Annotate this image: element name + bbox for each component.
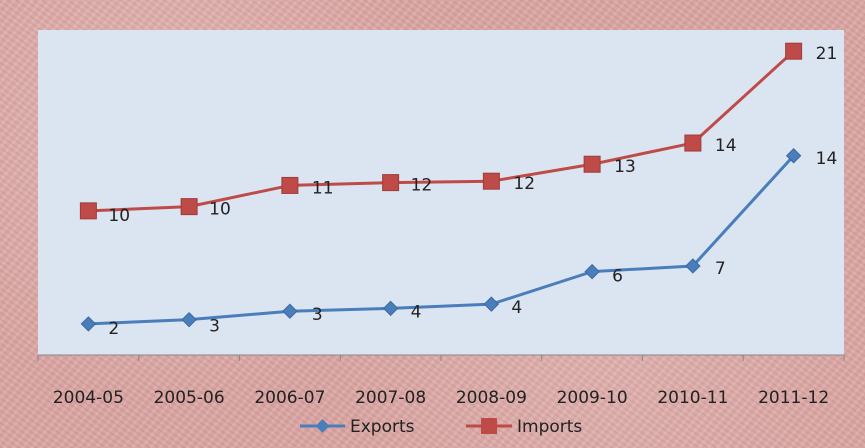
data-point-imports: [583, 155, 601, 173]
data-label-exports: 4: [411, 302, 422, 322]
series-line-exports: [88, 154, 795, 326]
data-label-exports: 4: [511, 298, 522, 318]
legend-label-exports: Exports: [350, 417, 415, 437]
data-point-exports: [584, 263, 600, 280]
x-tick-label: 2006-07: [254, 388, 325, 408]
data-label-imports: 10: [108, 206, 130, 226]
legend-marker-imports: [481, 418, 497, 434]
data-point-exports: [80, 316, 97, 332]
data-label-exports: 14: [816, 149, 838, 169]
data-point-imports: [482, 172, 500, 190]
data-point-imports: [281, 176, 299, 194]
data-point-exports: [382, 300, 399, 317]
data-point-imports: [382, 174, 400, 192]
legend-marker-exports: [315, 419, 330, 433]
data-label-imports: 21: [816, 44, 838, 64]
data-point-exports: [181, 311, 197, 328]
data-point-exports: [282, 303, 298, 319]
plot-area: [38, 30, 844, 355]
data-label-imports: 12: [513, 174, 535, 194]
legend-label-imports: Imports: [517, 417, 582, 437]
x-tick-label: 2011-12: [758, 388, 829, 408]
data-label-imports: 12: [411, 176, 433, 196]
data-label-exports: 3: [312, 305, 323, 325]
data-label-imports: 14: [715, 136, 737, 156]
x-tick-label: 2007-08: [355, 388, 426, 408]
data-point-imports: [180, 198, 198, 216]
data-label-exports: 3: [209, 317, 220, 337]
data-label-exports: 2: [108, 319, 119, 339]
data-point-imports: [79, 202, 97, 220]
data-label-imports: 11: [312, 178, 334, 198]
data-point-imports: [785, 42, 803, 60]
data-label-exports: 6: [612, 267, 623, 287]
data-label-imports: 13: [614, 157, 636, 177]
x-tick-label: 2004-05: [53, 388, 124, 408]
data-point-exports: [483, 296, 500, 312]
data-label-imports: 10: [209, 200, 231, 220]
x-tick-label: 2005-06: [154, 388, 225, 408]
data-point-exports: [785, 148, 802, 164]
x-tick-label: 2008-09: [456, 388, 527, 408]
data-point-exports: [685, 258, 701, 274]
legend: Exports Imports: [300, 417, 582, 437]
series-line-imports: [88, 50, 795, 213]
x-tick-label: 2010-11: [657, 388, 728, 408]
data-label-exports: 7: [715, 259, 726, 279]
x-tick-label: 2009-10: [557, 388, 628, 408]
data-point-imports: [684, 134, 702, 152]
